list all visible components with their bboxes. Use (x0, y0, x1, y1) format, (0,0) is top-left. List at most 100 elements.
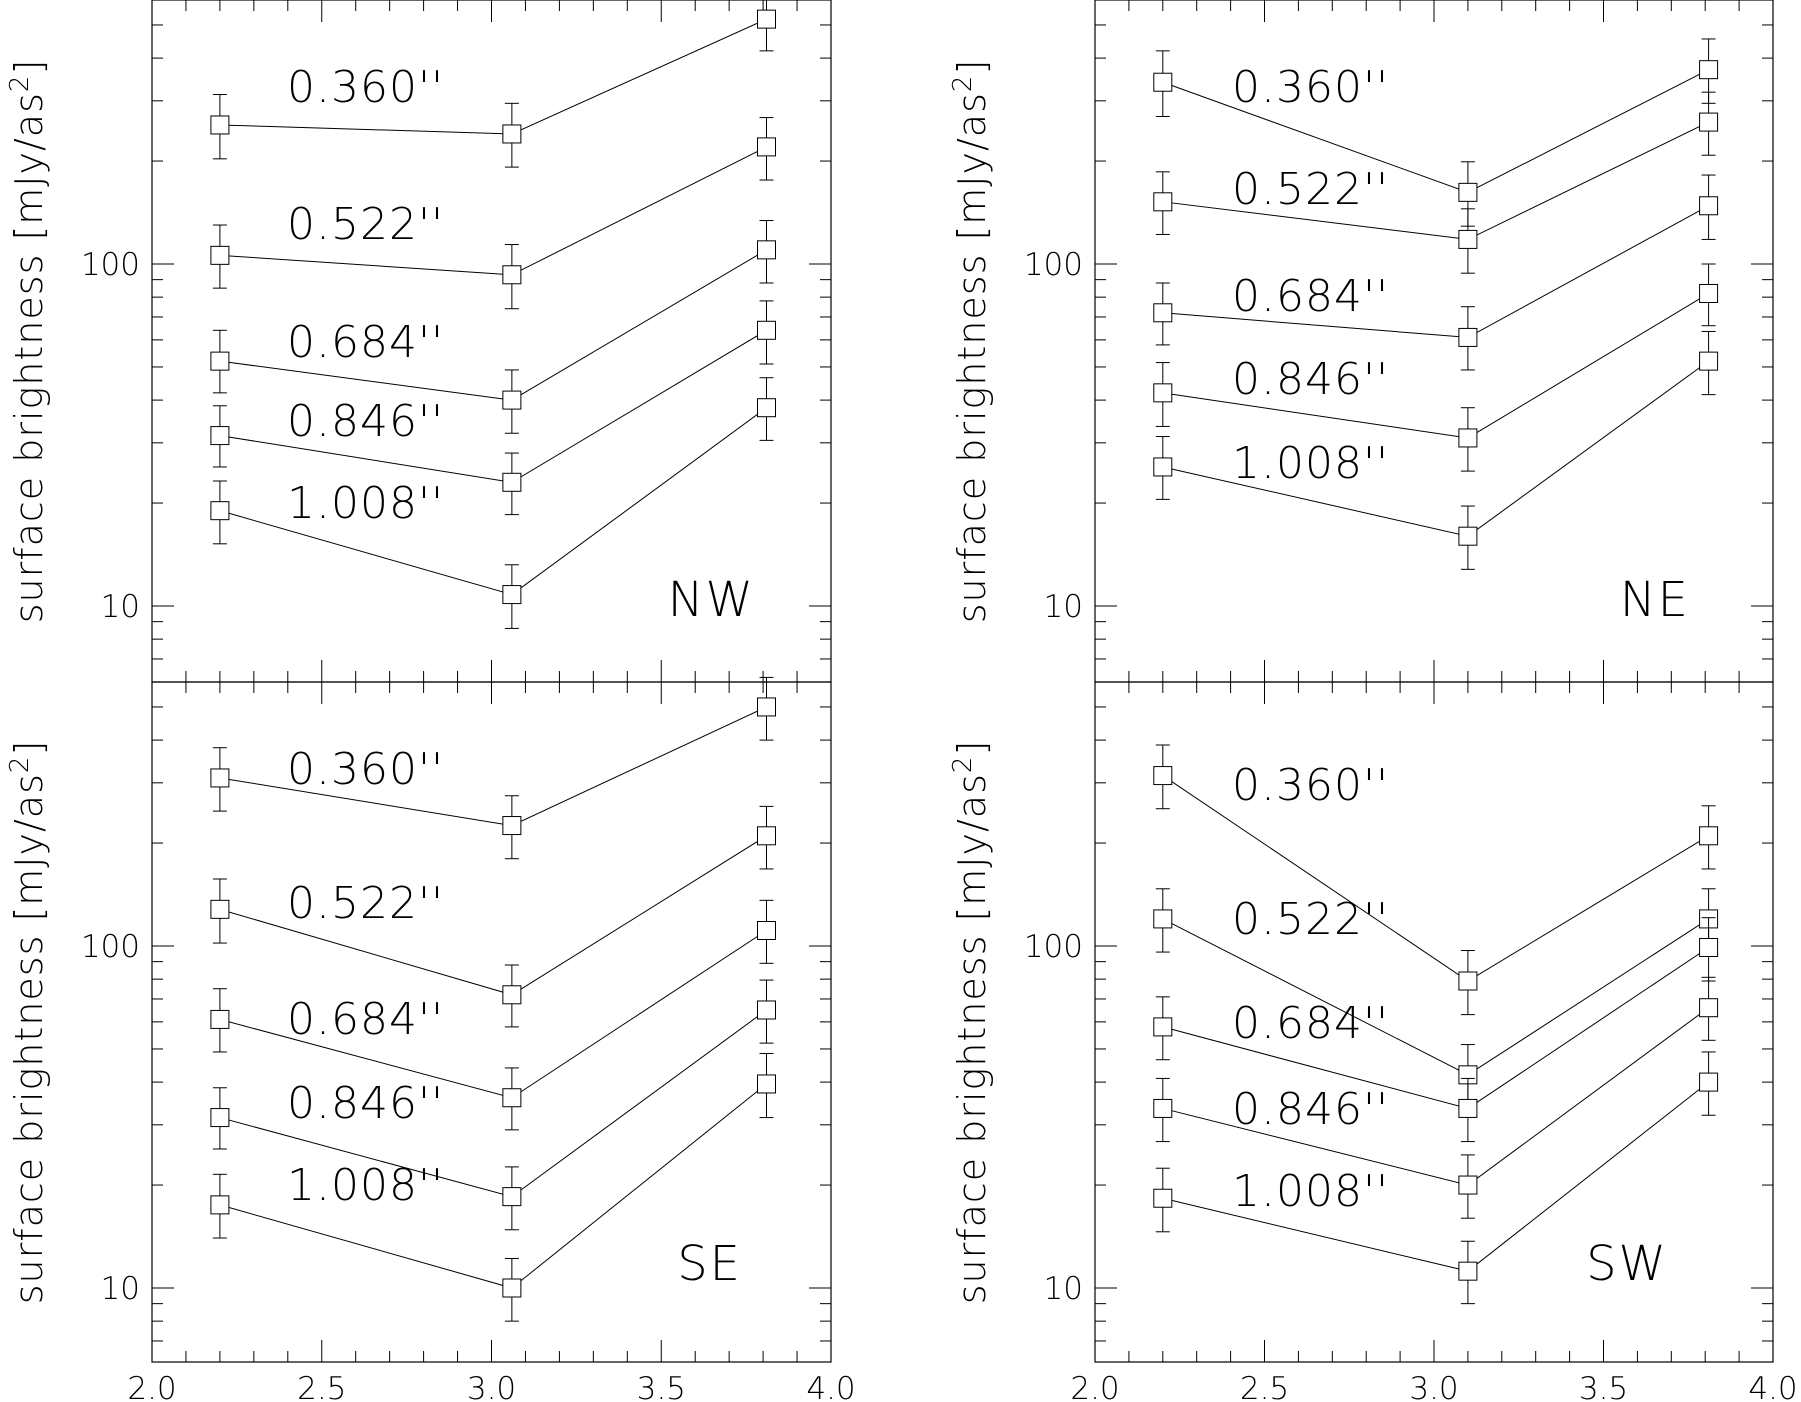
data-point (1153, 457, 1173, 477)
y-axis-label-text: surface brightness (7, 241, 51, 624)
y-axis-label-close: ] (950, 740, 994, 756)
data-point (756, 920, 776, 940)
data-point (1458, 1098, 1478, 1118)
series-label: 0.360'' (1232, 760, 1389, 811)
y-axis-label-close: ] (7, 59, 51, 75)
series-2: 0.522'' (1153, 91, 1719, 274)
y-axis-label-unit: [mJy/as (950, 92, 994, 240)
data-point (210, 899, 230, 919)
data-point (756, 320, 776, 340)
series-label: 0.846'' (287, 1078, 444, 1129)
series-label: 0.684'' (287, 317, 444, 368)
series-label: 1.008'' (287, 1160, 444, 1211)
series-3: 0.684'' (210, 220, 776, 434)
series-2: 0.522'' (210, 117, 776, 310)
x-tick-label: 3.5 (637, 1371, 686, 1402)
data-point (756, 1074, 776, 1094)
data-point (1153, 383, 1173, 403)
x-tick-label: 3.5 (1579, 1371, 1628, 1402)
y-tick-label: 100 (81, 247, 140, 283)
panel-label: NE (1620, 572, 1690, 628)
y-axis-label-exponent: 2 (948, 756, 978, 774)
panel-label: SW (1586, 1236, 1668, 1292)
data-point (1458, 526, 1478, 546)
data-point (1153, 1017, 1173, 1037)
series-1: 0.360'' (1153, 38, 1719, 227)
data-point (1699, 351, 1719, 371)
data-point (1699, 1072, 1719, 1092)
y-tick-label: 100 (1024, 247, 1083, 283)
data-point (1153, 72, 1173, 92)
panel-nw: 10 100 surface brightness [mJy/as2] 0.360''… (5, 0, 832, 683)
series-2: 0.522'' (210, 805, 776, 1028)
series-label: 0.360'' (287, 744, 444, 795)
y-tick-label: 10 (1044, 1271, 1083, 1307)
series-3: 0.684'' (1153, 917, 1719, 1143)
data-point (756, 398, 776, 418)
series-5: 1.008'' (210, 377, 776, 629)
series-4: 0.846'' (1153, 976, 1719, 1219)
data-point (1153, 909, 1173, 929)
x-tick-label: 2.0 (1070, 1371, 1119, 1402)
series-label: 0.522'' (287, 878, 444, 929)
data-point (210, 245, 230, 265)
panel-label: SE (677, 1236, 742, 1292)
y-tick-label: 10 (101, 589, 140, 625)
panel-sw: 10 100 2.0 2.5 3.0 3.5 4.0 surface brightness [… (948, 681, 1798, 1402)
series-5: 1.008'' (1153, 1051, 1719, 1305)
x-tick-label: 2.5 (1240, 1371, 1289, 1402)
data-point (1153, 1188, 1173, 1208)
y-axis-label: surface brightness [mJy/as2] (948, 740, 994, 1305)
series-label: 0.522'' (1232, 894, 1389, 945)
data-point (1458, 182, 1478, 202)
series-label: 0.684'' (1232, 271, 1389, 322)
series-4: 0.846'' (210, 300, 776, 516)
data-point (1699, 112, 1719, 132)
series-label: 0.846'' (1232, 354, 1389, 405)
series-2: 0.522'' (1153, 888, 1719, 1109)
data-point (210, 426, 230, 446)
series-label: 1.008'' (287, 478, 444, 529)
series-3: 0.684'' (210, 899, 776, 1131)
x-tick-label: 2.0 (127, 1371, 176, 1402)
series-label: 1.008'' (1232, 1166, 1389, 1217)
data-point (502, 816, 522, 836)
y-axis-label: surface brightness [mJy/as2] (948, 59, 994, 624)
y-tick-label: 100 (1024, 929, 1083, 965)
y-tick-label: 10 (101, 1271, 140, 1307)
series-label: 1.008'' (1232, 438, 1389, 489)
data-point (210, 115, 230, 135)
data-point (1458, 327, 1478, 347)
data-point (1699, 283, 1719, 303)
data-point (502, 1088, 522, 1108)
data-point (502, 124, 522, 144)
y-axis-label-exponent: 2 (5, 75, 35, 93)
series-label: 0.846'' (1232, 1084, 1389, 1135)
series-1: 0.360'' (210, 676, 776, 860)
series-5: 1.008'' (1153, 330, 1719, 570)
x-tick-label: 2.5 (297, 1371, 346, 1402)
data-point (1458, 1175, 1478, 1195)
data-point (502, 390, 522, 410)
series-label: 0.684'' (1232, 998, 1389, 1049)
data-point (502, 265, 522, 285)
data-point (756, 240, 776, 260)
data-point (1153, 766, 1173, 786)
data-point (1153, 192, 1173, 212)
data-point (756, 697, 776, 717)
data-point (756, 9, 776, 29)
x-tick-label: 3.0 (467, 1371, 516, 1402)
data-point (210, 1195, 230, 1215)
y-axis-label-unit: [mJy/as (7, 773, 51, 921)
y-axis-label-exponent: 2 (948, 75, 978, 93)
panel-label: NW (668, 572, 755, 628)
data-point (756, 826, 776, 846)
data-point (756, 137, 776, 157)
data-point (1699, 196, 1719, 216)
y-tick-label: 100 (81, 929, 140, 965)
data-point (502, 985, 522, 1005)
series-5: 1.008'' (210, 1052, 776, 1322)
data-point (502, 1187, 522, 1207)
y-axis-label-text: surface brightness (950, 922, 994, 1305)
data-point (210, 1009, 230, 1029)
